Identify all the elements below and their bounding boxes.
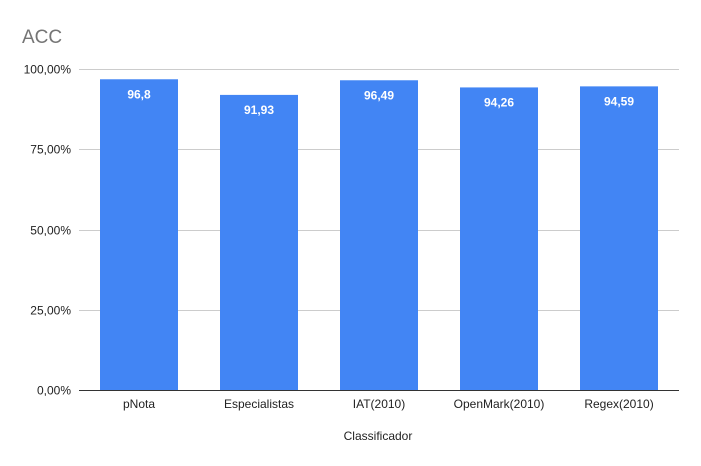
data-label: 96,8 (127, 87, 151, 101)
data-label: 96,49 (364, 88, 394, 102)
y-axis-tick-labels: 0,00% 25,00% 50,00% 75,00% 100,00% (24, 63, 72, 398)
bars (100, 79, 658, 391)
data-label: 94,59 (604, 94, 634, 108)
x-tick-label: OpenMark(2010) (454, 397, 545, 411)
data-label: 91,93 (244, 103, 274, 117)
x-tick-label: Especialistas (224, 397, 294, 411)
x-tick-label: IAT(2010) (353, 397, 405, 411)
chart-title: ACC (22, 27, 62, 48)
bar-openmark-2010 (460, 87, 538, 390)
bar-iat-2010 (340, 80, 418, 391)
data-labels: 96,8 91,93 96,49 94,26 94,59 (127, 87, 634, 117)
bar-especialistas (220, 94, 298, 391)
y-tick-label: 0,00% (37, 384, 71, 398)
x-tick-label: Regex(2010) (584, 397, 653, 411)
data-label: 94,26 (484, 95, 514, 109)
y-tick-label: 50,00% (30, 224, 71, 238)
bar-regex-2010 (580, 86, 658, 391)
y-tick-label: 100,00% (24, 63, 72, 77)
x-tick-label: pNota (123, 397, 155, 411)
bar-pnota (100, 79, 178, 390)
x-axis-tick-labels: pNota Especialistas IAT(2010) OpenMark(2010… (123, 397, 654, 411)
x-axis-title: Classificador (344, 429, 413, 443)
y-tick-label: 75,00% (30, 143, 71, 157)
y-tick-label: 25,00% (30, 304, 71, 318)
